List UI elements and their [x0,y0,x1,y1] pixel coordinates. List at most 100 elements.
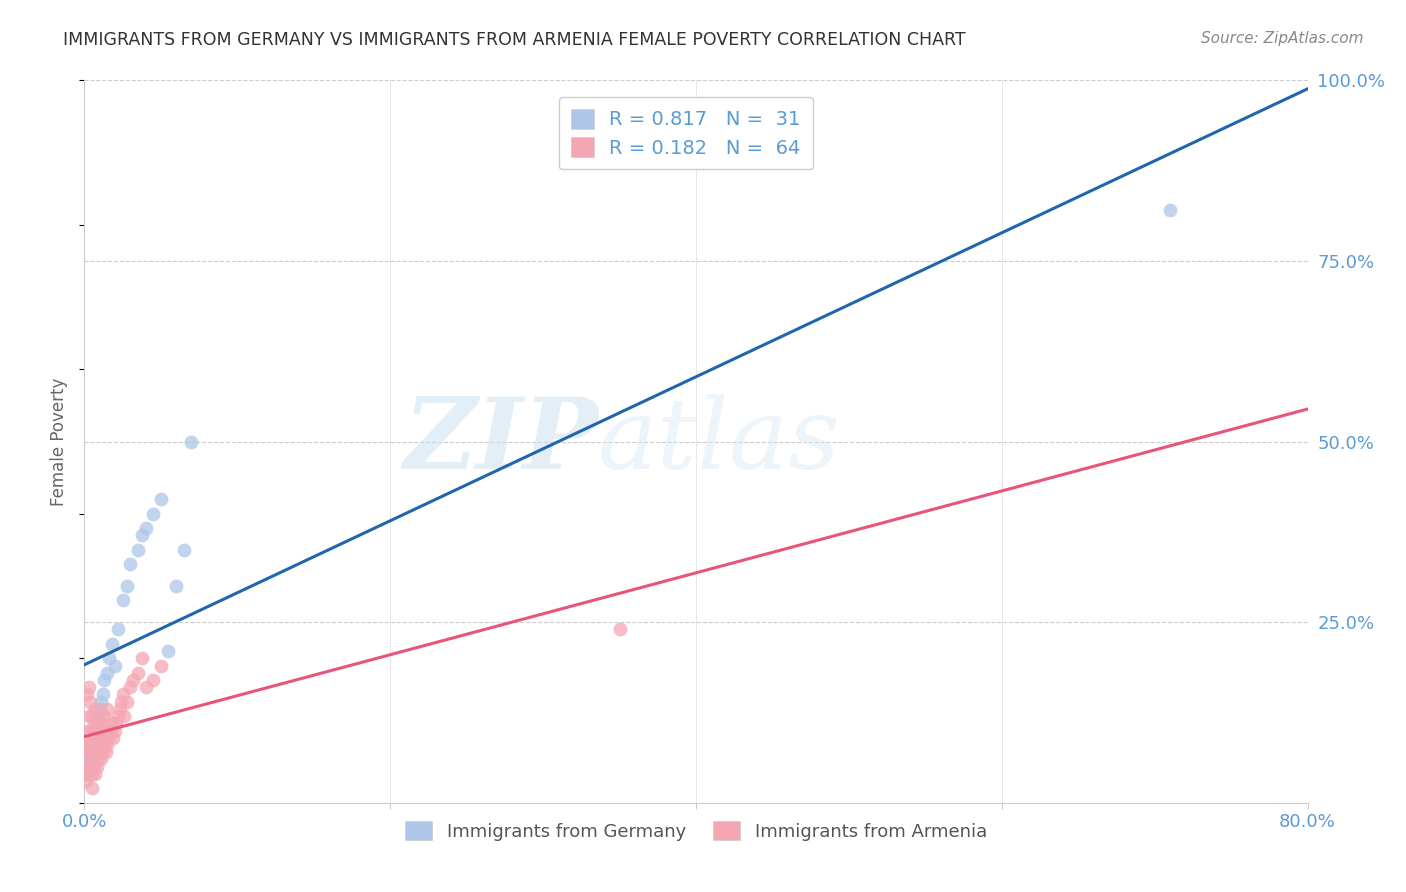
Point [107,623,129,637]
Point [142,507,165,521]
Point [115,695,138,709]
Point [90,695,112,709]
Point [79,745,101,759]
Point [87,709,110,723]
Point [90,752,112,766]
Point [93,673,115,687]
Point [76,767,98,781]
Point [75,767,97,781]
Point [149,658,172,673]
Point [80,738,103,752]
Text: Source: ZipAtlas.com: Source: ZipAtlas.com [1201,31,1364,46]
Point [77,680,100,694]
Point [77,738,100,752]
Point [76,760,98,774]
Point [104,658,127,673]
Point [93,738,115,752]
Point [84,723,107,738]
Point [79,767,101,781]
Point [112,709,135,723]
Point [127,542,149,557]
Point [84,731,107,745]
Point [111,593,134,607]
Point [87,752,110,766]
Point [173,542,195,557]
Point [77,709,100,723]
Point [76,687,98,701]
Point [157,644,180,658]
Point [149,492,172,507]
Point [86,716,108,731]
Legend: Immigrants from Germany, Immigrants from Armenia: Immigrants from Germany, Immigrants from… [398,814,994,848]
Text: ZIP: ZIP [404,393,598,490]
Point [83,760,105,774]
Point [75,760,97,774]
Point [120,558,142,572]
Point [80,731,103,745]
Point [77,760,100,774]
Point [75,738,97,752]
Point [84,767,107,781]
Point [80,767,103,781]
Point [609,623,631,637]
Point [87,731,110,745]
Point [110,695,132,709]
Point [120,680,142,694]
Point [97,651,120,665]
Y-axis label: Female Poverty: Female Poverty [51,377,69,506]
Point [103,731,125,745]
Point [97,731,120,745]
Point [96,702,118,716]
Point [84,745,107,759]
Point [80,781,103,796]
Point [89,745,111,759]
Point [89,702,111,716]
Point [135,680,157,694]
Point [86,738,108,752]
Point [77,752,100,766]
Point [76,745,98,759]
Point [96,738,118,752]
Point [76,723,98,738]
Point [131,651,153,665]
Point [91,745,114,759]
Point [98,723,121,738]
Point [91,687,114,701]
Point [94,745,117,759]
Point [86,716,108,731]
Point [96,665,118,680]
Point [94,723,117,738]
Point [101,716,124,731]
Point [75,774,97,789]
Point [142,673,165,687]
Point [83,716,105,731]
Point [131,528,153,542]
Point [180,434,202,449]
Point [90,731,112,745]
Point [165,579,187,593]
Point [80,709,103,723]
Point [86,760,108,774]
Point [127,665,149,680]
Point [79,745,101,759]
Point [101,637,124,651]
Point [107,709,129,723]
Point [111,687,134,701]
Point [108,702,131,716]
Point [89,723,111,738]
Point [135,521,157,535]
Point [79,723,101,738]
Point [122,673,145,687]
Point [79,695,101,709]
Point [83,723,105,738]
Point [91,716,114,731]
Point [93,709,115,723]
Point [80,752,103,766]
Point [84,702,107,716]
Point [105,716,128,731]
Text: IMMIGRANTS FROM GERMANY VS IMMIGRANTS FROM ARMENIA FEMALE POVERTY CORRELATION CH: IMMIGRANTS FROM GERMANY VS IMMIGRANTS FR… [63,31,966,49]
Point [115,579,138,593]
Point [83,738,105,752]
Point [1159,203,1181,218]
Point [104,723,127,738]
